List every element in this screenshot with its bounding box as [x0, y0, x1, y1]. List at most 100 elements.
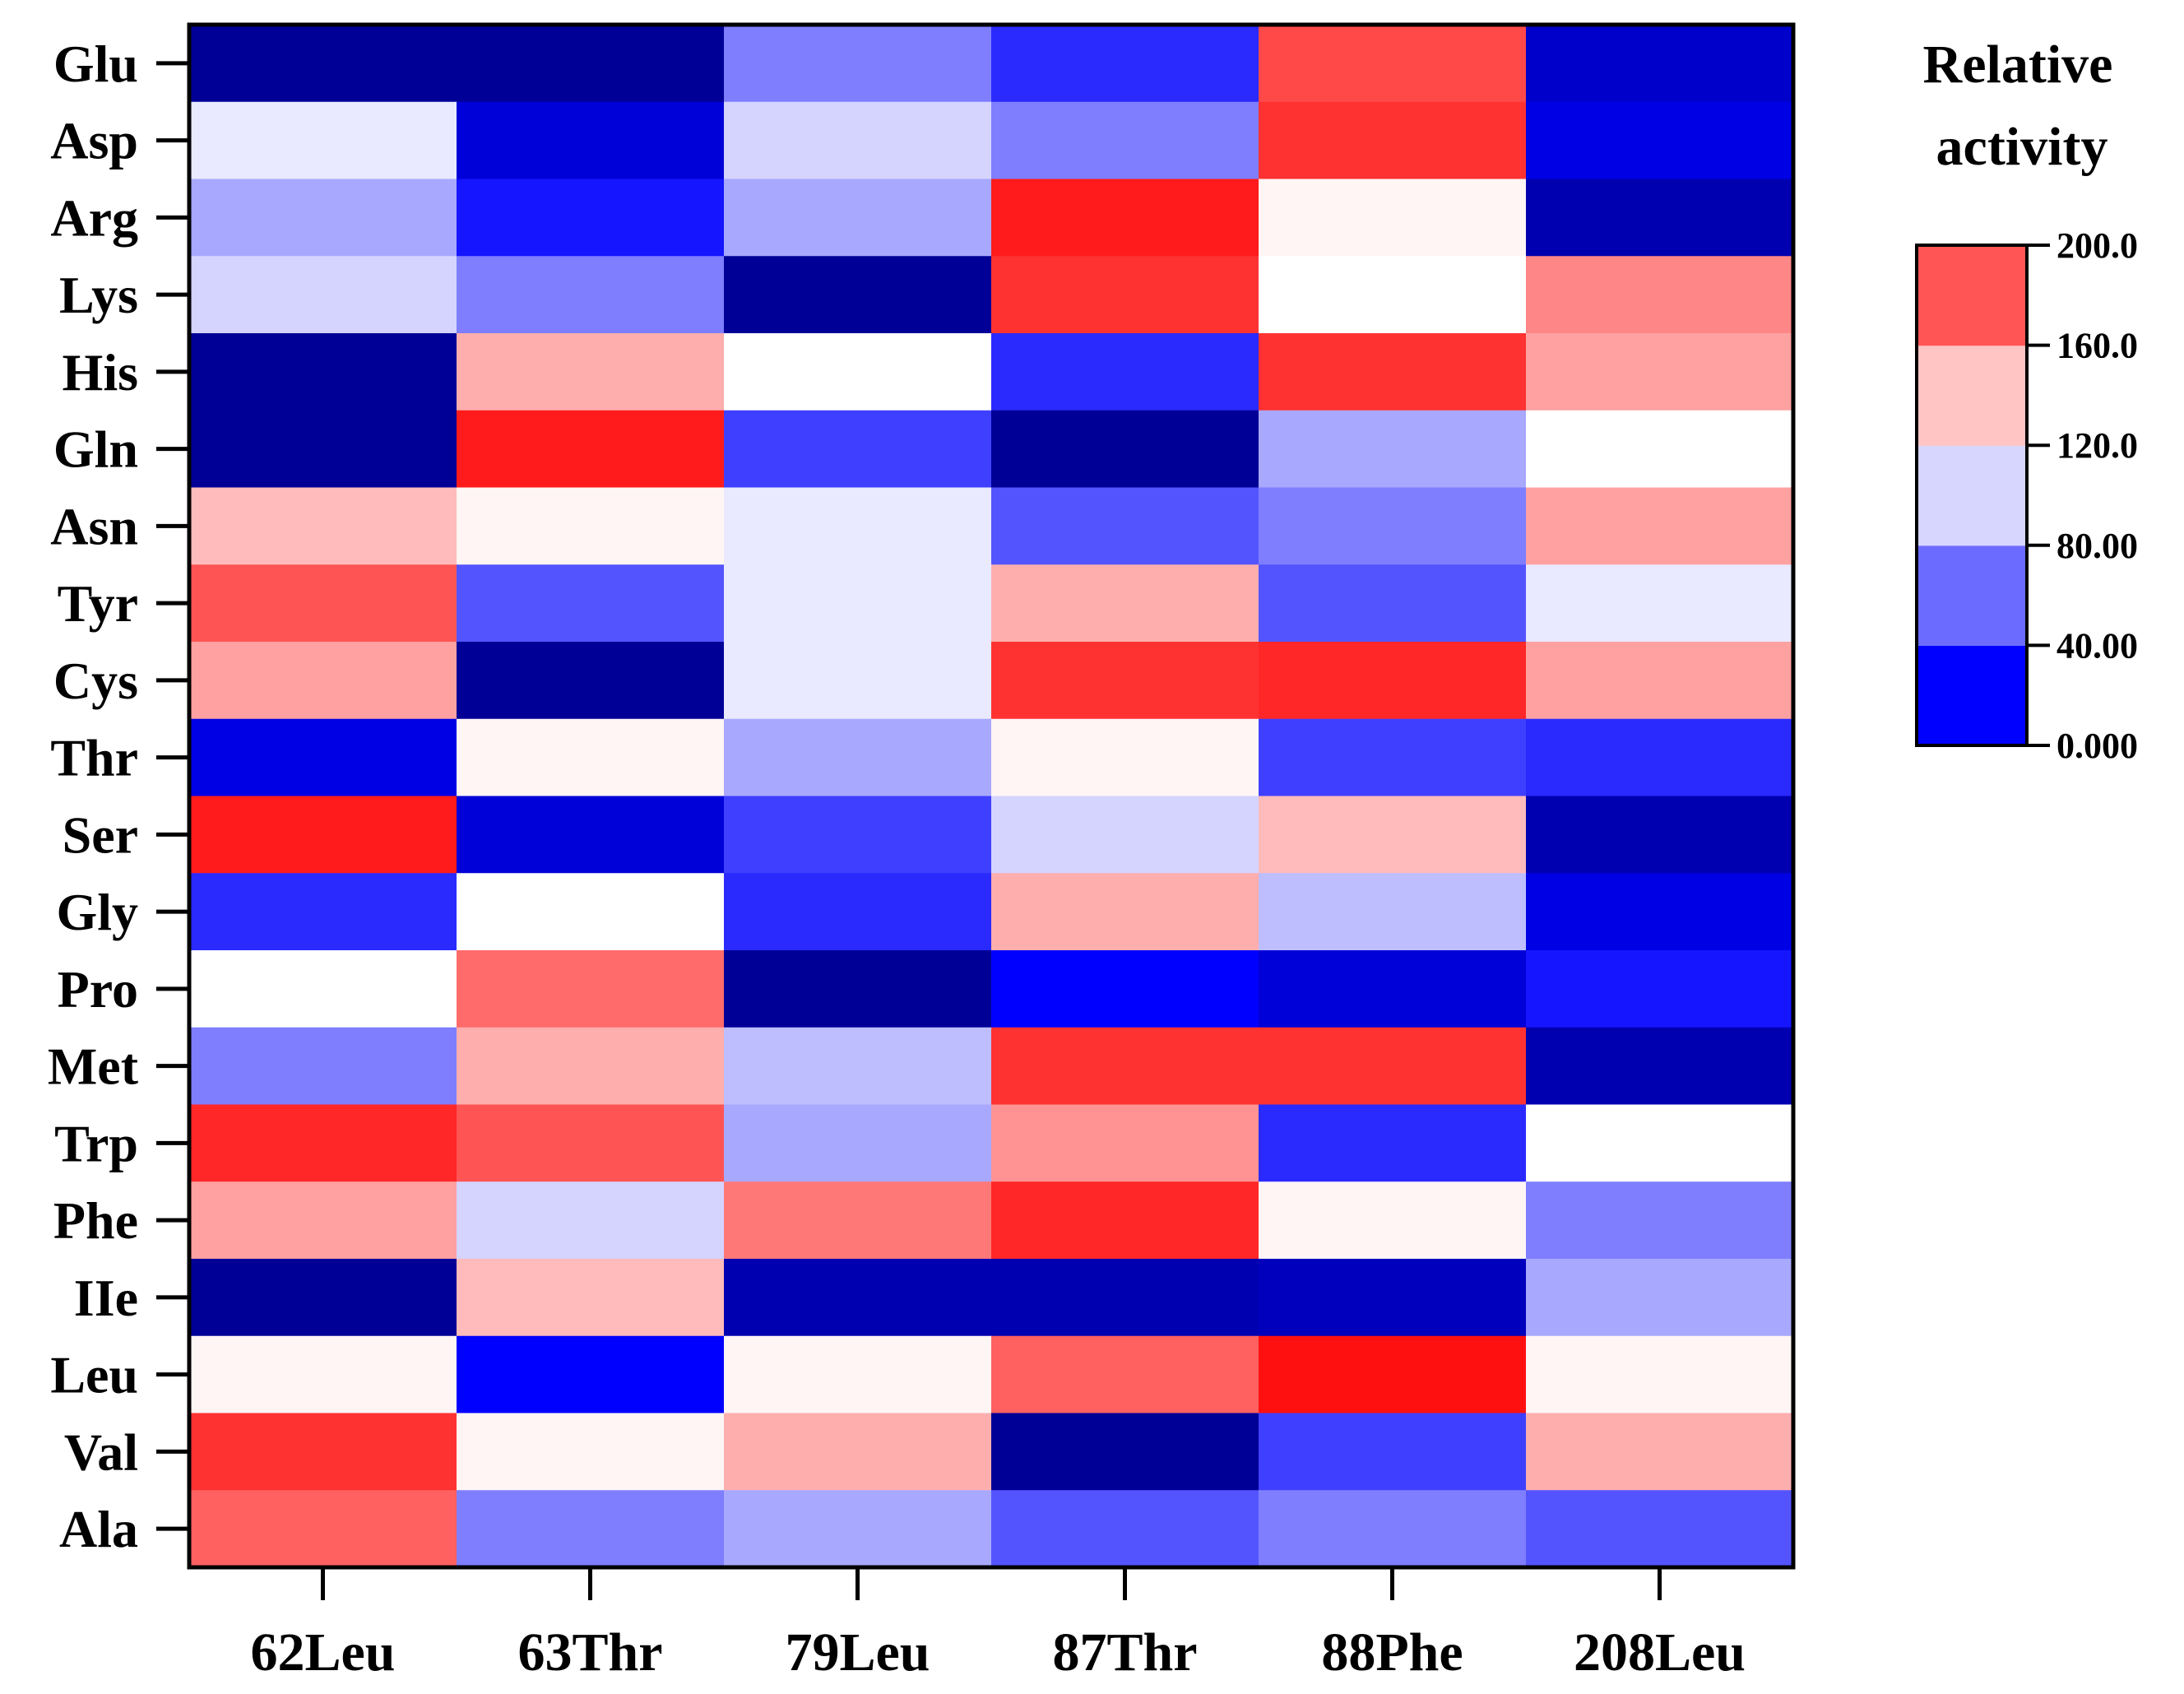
heatmap-cell-asp-208leu	[1526, 101, 1794, 180]
heatmap-cell-tyr-62leu	[189, 564, 457, 643]
plot-frame	[187, 22, 1796, 1570]
heatmap-cell-pro-87thr	[991, 950, 1259, 1028]
y-tick-label-val: Val	[64, 1422, 138, 1481]
heatmap-cell-ala-87thr	[991, 1490, 1259, 1568]
heatmap-cell-his-62leu	[189, 333, 457, 411]
heatmap-cell-asp-88phe	[1259, 101, 1527, 180]
heatmap-cell-asn-62leu	[189, 487, 457, 565]
heatmap-cell-iie-88phe	[1259, 1259, 1527, 1337]
heatmap-cell-asp-87thr	[991, 101, 1259, 180]
heatmap-cell-met-87thr	[991, 1027, 1259, 1106]
heatmap-cell-iie-63thr	[457, 1259, 725, 1337]
heatmap-cell-met-62leu	[189, 1027, 457, 1106]
heatmap-cell-gly-79leu	[724, 873, 992, 951]
heatmap-cell-ala-208leu	[1526, 1490, 1794, 1568]
y-tick-label-ala: Ala	[59, 1500, 138, 1558]
heatmap-cell-leu-88phe	[1259, 1335, 1527, 1414]
heatmap-cell-ala-88phe	[1259, 1490, 1527, 1568]
heatmap-cell-ser-87thr	[991, 796, 1259, 874]
heatmap-cell-val-87thr	[991, 1413, 1259, 1491]
heatmap-cell-gln-62leu	[189, 410, 457, 489]
y-tick-label-tyr: Tyr	[58, 574, 138, 633]
heatmap-cell-pro-88phe	[1259, 950, 1527, 1028]
heatmap-cell-tyr-88phe	[1259, 564, 1527, 643]
heatmap-cell-glu-208leu	[1526, 25, 1794, 103]
heatmap-cell-val-62leu	[189, 1413, 457, 1491]
heatmap-cell-gly-62leu	[189, 873, 457, 951]
heatmap-cell-leu-63thr	[457, 1335, 725, 1414]
heatmap-cell-arg-208leu	[1526, 179, 1794, 257]
heatmap-cell-pro-79leu	[724, 950, 992, 1028]
y-tick-label-lys: Lys	[59, 266, 138, 324]
x-tick-label-79leu: 79Leu	[785, 1622, 930, 1682]
heatmap-cell-met-208leu	[1526, 1027, 1794, 1106]
heatmap-cell-lys-208leu	[1526, 256, 1794, 334]
heatmap-cell-pro-63thr	[457, 950, 725, 1028]
x-tick-label-87thr: 87Thr	[1052, 1622, 1197, 1682]
heatmap-cell-leu-79leu	[724, 1335, 992, 1414]
heatmap-cell-his-87thr	[991, 333, 1259, 411]
heatmap-cell-arg-79leu	[724, 179, 992, 257]
heatmap-cell-ser-79leu	[724, 796, 992, 874]
heatmap-cell-lys-79leu	[724, 256, 992, 334]
heatmap-cell-val-208leu	[1526, 1413, 1794, 1491]
heatmap-cell-thr-79leu	[724, 718, 992, 797]
heatmap-cell-asp-62leu	[189, 101, 457, 180]
heatmap-cell-gln-63thr	[457, 410, 725, 489]
heatmap-cell-arg-87thr	[991, 179, 1259, 257]
y-tick-label-pro: Pro	[58, 960, 138, 1019]
y-tick-label-gln: Gln	[53, 420, 138, 479]
colorbar-band-0	[1917, 645, 2027, 746]
heatmap-cell-tyr-79leu	[724, 564, 992, 643]
colorbar-bands	[1917, 245, 2027, 746]
heatmap-cell-gln-208leu	[1526, 410, 1794, 489]
heatmap-cell-cys-87thr	[991, 642, 1259, 720]
heatmap-cell-leu-62leu	[189, 1335, 457, 1414]
heatmap-cell-iie-79leu	[724, 1259, 992, 1337]
heatmap-cell-ser-88phe	[1259, 796, 1527, 874]
colorbar-band-1	[1917, 545, 2027, 646]
heatmap-cell-trp-62leu	[189, 1104, 457, 1182]
heatmap-cell-gly-63thr	[457, 873, 725, 951]
heatmap-cell-asp-79leu	[724, 101, 992, 180]
heatmap-cell-arg-63thr	[457, 179, 725, 257]
colorbar-tick-label: 200.0	[2056, 225, 2138, 266]
heatmap-cell-trp-79leu	[724, 1104, 992, 1182]
heatmap-cell-gln-88phe	[1259, 410, 1527, 489]
heatmap-cell-gly-88phe	[1259, 873, 1527, 951]
y-tick-label-leu: Leu	[50, 1346, 138, 1404]
colorbar-tick-label: 40.00	[2056, 625, 2138, 666]
heatmap-cell-gln-79leu	[724, 410, 992, 489]
heatmap-cell-glu-79leu	[724, 25, 992, 103]
colorbar-band-3	[1917, 345, 2027, 446]
heatmap-cell-his-79leu	[724, 333, 992, 411]
heatmap-cell-leu-208leu	[1526, 1335, 1794, 1414]
heatmap-cell-val-79leu	[724, 1413, 992, 1491]
x-tick-label-62leu: 62Leu	[250, 1622, 395, 1682]
y-axis: Glu Asp Arg Lys His Gln Asn Tyr Cys Thr Ser Gly Pro M…	[48, 35, 189, 1558]
heatmap-cell-phe-208leu	[1526, 1181, 1794, 1260]
heatmap-cell-ala-63thr	[457, 1490, 725, 1568]
y-tick-label-thr: Thr	[50, 729, 138, 787]
heatmap-cell-his-63thr	[457, 333, 725, 411]
heatmap-cell-phe-63thr	[457, 1181, 725, 1260]
heatmap-cell-asp-63thr	[457, 101, 725, 180]
heatmap-cell-glu-63thr	[457, 25, 725, 103]
heatmap-cell-phe-79leu	[724, 1181, 992, 1260]
heatmap-cell-pro-62leu	[189, 950, 457, 1028]
heatmap-cell-thr-87thr	[991, 718, 1259, 797]
colorbar-ticks: 0.000 40.00 80.00 120.0 160.0 200.0	[2027, 225, 2138, 766]
heatmap-cell-phe-62leu	[189, 1181, 457, 1260]
heatmap-cell-asn-208leu	[1526, 487, 1794, 565]
colorbar-title-line-2: activity	[1936, 117, 2108, 177]
y-tick-label-phe: Phe	[53, 1191, 138, 1250]
heatmap-cell-lys-87thr	[991, 256, 1259, 334]
heatmap-cells	[189, 25, 1794, 1568]
heatmap-cell-trp-87thr	[991, 1104, 1259, 1182]
heatmap-cell-ala-62leu	[189, 1490, 457, 1568]
y-tick-label-his: His	[63, 343, 138, 401]
heatmap-cell-asn-88phe	[1259, 487, 1527, 565]
heatmap-cell-cys-63thr	[457, 642, 725, 720]
heatmap-cell-leu-87thr	[991, 1335, 1259, 1414]
heatmap-cell-ser-208leu	[1526, 796, 1794, 874]
